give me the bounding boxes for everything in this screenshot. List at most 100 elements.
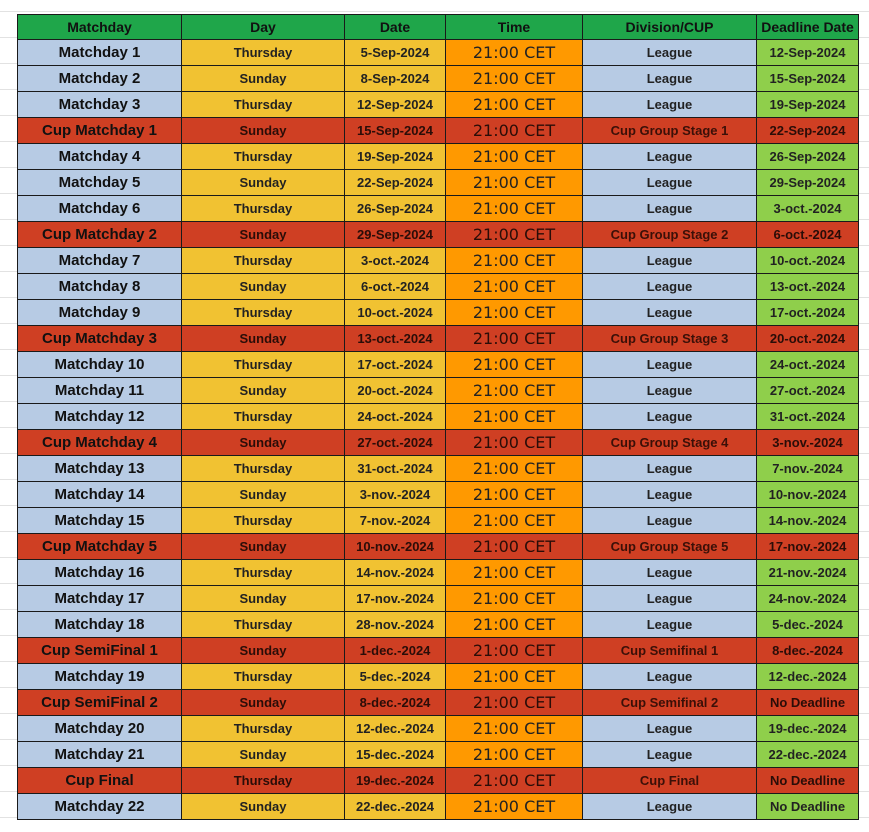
date-cell[interactable]: 8-dec.-2024 xyxy=(344,689,446,716)
date-cell[interactable]: 19-Sep-2024 xyxy=(344,143,446,170)
day-cell[interactable]: Sunday xyxy=(181,741,345,768)
deadline-cell[interactable]: 10-nov.-2024 xyxy=(756,481,859,508)
day-cell[interactable]: Sunday xyxy=(181,637,345,664)
date-cell[interactable]: 31-oct.-2024 xyxy=(344,455,446,482)
division-cell[interactable]: League xyxy=(582,39,757,66)
day-cell[interactable]: Sunday xyxy=(181,689,345,716)
matchday-cell[interactable]: Matchday 4 xyxy=(17,143,182,170)
deadline-cell[interactable]: 3-oct.-2024 xyxy=(756,195,859,222)
deadline-cell[interactable]: 15-Sep-2024 xyxy=(756,65,859,92)
deadline-cell[interactable]: 17-nov.-2024 xyxy=(756,533,859,560)
date-cell[interactable]: 28-nov.-2024 xyxy=(344,611,446,638)
deadline-cell[interactable]: 3-nov.-2024 xyxy=(756,429,859,456)
date-cell[interactable]: 29-Sep-2024 xyxy=(344,221,446,248)
day-cell[interactable]: Thursday xyxy=(181,403,345,430)
time-cell[interactable]: 21:00 CET xyxy=(445,65,583,92)
matchday-cell[interactable]: Matchday 11 xyxy=(17,377,182,404)
header-deadline[interactable]: Deadline Date xyxy=(756,14,859,40)
day-cell[interactable]: Sunday xyxy=(181,325,345,352)
date-cell[interactable]: 3-oct.-2024 xyxy=(344,247,446,274)
day-cell[interactable]: Thursday xyxy=(181,247,345,274)
matchday-cell[interactable]: Matchday 1 xyxy=(17,39,182,66)
deadline-cell[interactable]: 31-oct.-2024 xyxy=(756,403,859,430)
division-cell[interactable]: League xyxy=(582,247,757,274)
matchday-cell[interactable]: Matchday 16 xyxy=(17,559,182,586)
matchday-cell[interactable]: Matchday 3 xyxy=(17,91,182,118)
date-cell[interactable]: 19-dec.-2024 xyxy=(344,767,446,794)
header-division[interactable]: Division/CUP xyxy=(582,14,757,40)
deadline-cell[interactable]: 19-Sep-2024 xyxy=(756,91,859,118)
time-cell[interactable]: 21:00 CET xyxy=(445,585,583,612)
deadline-cell[interactable]: 19-dec.-2024 xyxy=(756,715,859,742)
time-cell[interactable]: 21:00 CET xyxy=(445,91,583,118)
date-cell[interactable]: 10-nov.-2024 xyxy=(344,533,446,560)
division-cell[interactable]: League xyxy=(582,481,757,508)
date-cell[interactable]: 26-Sep-2024 xyxy=(344,195,446,222)
header-date[interactable]: Date xyxy=(344,14,446,40)
day-cell[interactable]: Sunday xyxy=(181,169,345,196)
division-cell[interactable]: League xyxy=(582,741,757,768)
day-cell[interactable]: Thursday xyxy=(181,351,345,378)
deadline-cell[interactable]: 13-oct.-2024 xyxy=(756,273,859,300)
day-cell[interactable]: Thursday xyxy=(181,299,345,326)
matchday-cell[interactable]: Cup Matchday 2 xyxy=(17,221,182,248)
division-cell[interactable]: League xyxy=(582,507,757,534)
date-cell[interactable]: 12-dec.-2024 xyxy=(344,715,446,742)
date-cell[interactable]: 17-nov.-2024 xyxy=(344,585,446,612)
matchday-cell[interactable]: Matchday 12 xyxy=(17,403,182,430)
matchday-cell[interactable]: Cup Final xyxy=(17,767,182,794)
matchday-cell[interactable]: Matchday 17 xyxy=(17,585,182,612)
matchday-cell[interactable]: Matchday 5 xyxy=(17,169,182,196)
header-time[interactable]: Time xyxy=(445,14,583,40)
matchday-cell[interactable]: Matchday 15 xyxy=(17,507,182,534)
day-cell[interactable]: Sunday xyxy=(181,429,345,456)
deadline-cell[interactable]: 5-dec.-2024 xyxy=(756,611,859,638)
time-cell[interactable]: 21:00 CET xyxy=(445,611,583,638)
date-cell[interactable]: 12-Sep-2024 xyxy=(344,91,446,118)
time-cell[interactable]: 21:00 CET xyxy=(445,715,583,742)
date-cell[interactable]: 3-nov.-2024 xyxy=(344,481,446,508)
matchday-cell[interactable]: Cup Matchday 1 xyxy=(17,117,182,144)
date-cell[interactable]: 5-dec.-2024 xyxy=(344,663,446,690)
division-cell[interactable]: Cup Group Stage 4 xyxy=(582,429,757,456)
time-cell[interactable]: 21:00 CET xyxy=(445,559,583,586)
division-cell[interactable]: Cup Group Stage 3 xyxy=(582,325,757,352)
day-cell[interactable]: Sunday xyxy=(181,221,345,248)
header-day[interactable]: Day xyxy=(181,14,345,40)
matchday-cell[interactable]: Cup Matchday 5 xyxy=(17,533,182,560)
matchday-cell[interactable]: Matchday 7 xyxy=(17,247,182,274)
division-cell[interactable]: League xyxy=(582,169,757,196)
deadline-cell[interactable]: 27-oct.-2024 xyxy=(756,377,859,404)
division-cell[interactable]: League xyxy=(582,143,757,170)
time-cell[interactable]: 21:00 CET xyxy=(445,195,583,222)
day-cell[interactable]: Thursday xyxy=(181,195,345,222)
matchday-cell[interactable]: Cup SemiFinal 1 xyxy=(17,637,182,664)
division-cell[interactable]: League xyxy=(582,195,757,222)
division-cell[interactable]: League xyxy=(582,377,757,404)
division-cell[interactable]: League xyxy=(582,299,757,326)
division-cell[interactable]: League xyxy=(582,559,757,586)
matchday-cell[interactable]: Matchday 22 xyxy=(17,793,182,820)
date-cell[interactable]: 8-Sep-2024 xyxy=(344,65,446,92)
day-cell[interactable]: Thursday xyxy=(181,455,345,482)
matchday-cell[interactable]: Matchday 19 xyxy=(17,663,182,690)
division-cell[interactable]: League xyxy=(582,351,757,378)
time-cell[interactable]: 21:00 CET xyxy=(445,507,583,534)
time-cell[interactable]: 21:00 CET xyxy=(445,455,583,482)
division-cell[interactable]: Cup Final xyxy=(582,767,757,794)
deadline-cell[interactable]: 26-Sep-2024 xyxy=(756,143,859,170)
deadline-cell[interactable]: 21-nov.-2024 xyxy=(756,559,859,586)
division-cell[interactable]: Cup Group Stage 5 xyxy=(582,533,757,560)
matchday-cell[interactable]: Matchday 10 xyxy=(17,351,182,378)
deadline-cell[interactable]: 10-oct.-2024 xyxy=(756,247,859,274)
deadline-cell[interactable]: 22-dec.-2024 xyxy=(756,741,859,768)
matchday-cell[interactable]: Matchday 6 xyxy=(17,195,182,222)
deadline-cell[interactable]: 29-Sep-2024 xyxy=(756,169,859,196)
time-cell[interactable]: 21:00 CET xyxy=(445,351,583,378)
day-cell[interactable]: Thursday xyxy=(181,559,345,586)
division-cell[interactable]: League xyxy=(582,793,757,820)
matchday-cell[interactable]: Matchday 21 xyxy=(17,741,182,768)
time-cell[interactable]: 21:00 CET xyxy=(445,793,583,820)
time-cell[interactable]: 21:00 CET xyxy=(445,247,583,274)
time-cell[interactable]: 21:00 CET xyxy=(445,429,583,456)
